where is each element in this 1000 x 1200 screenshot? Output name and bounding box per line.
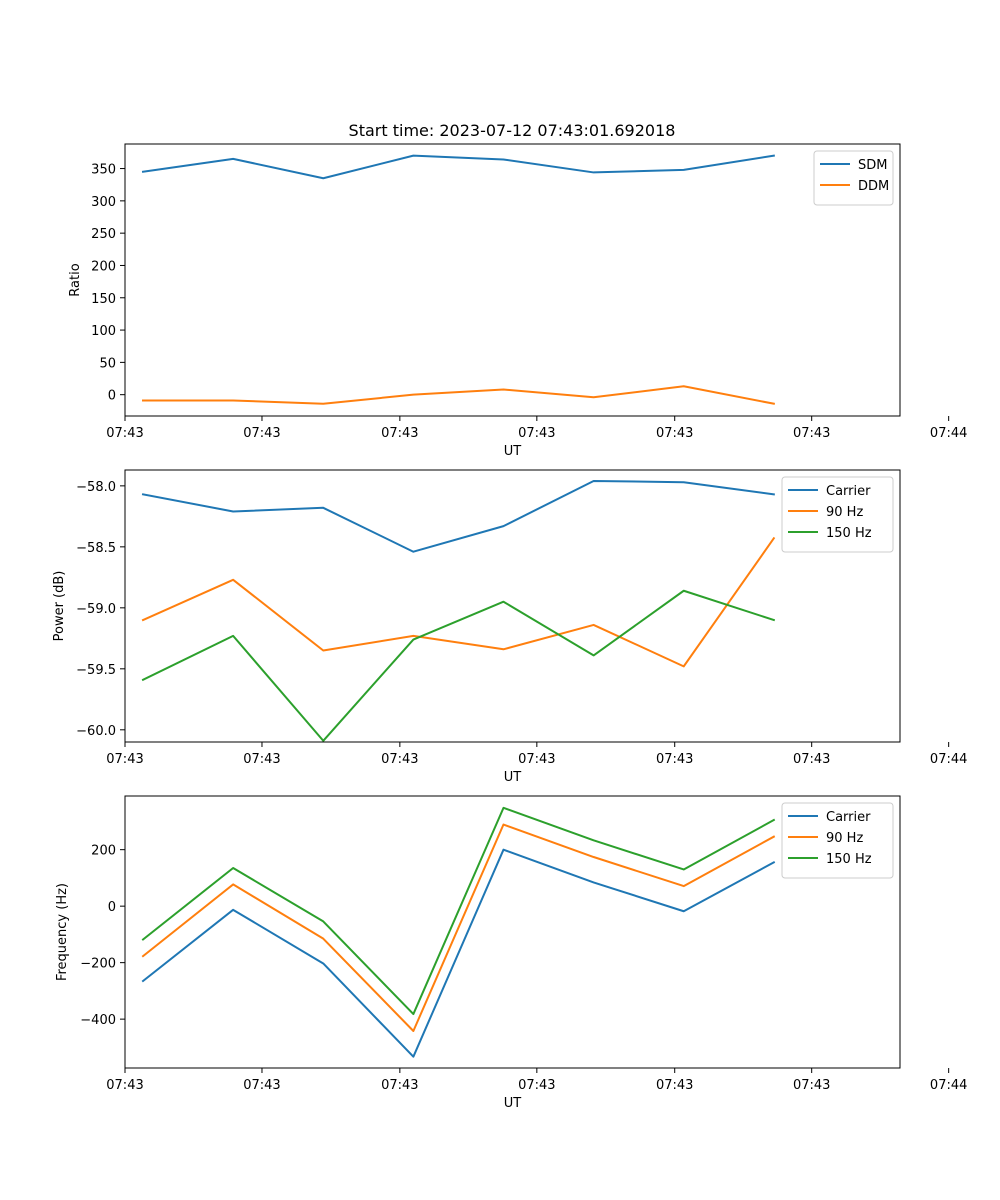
- legend: [781, 802, 894, 879]
- x-tick-label: 07:43: [106, 752, 143, 767]
- series-line-150-hz: [141, 589, 776, 742]
- series-line-carrier: [141, 479, 775, 553]
- x-axis-label: UT: [504, 770, 522, 785]
- x-tick-label: 07:43: [656, 752, 693, 767]
- x-tick-label: 07:44: [930, 752, 967, 767]
- series-line-90-hz: [141, 536, 776, 668]
- y-tick-label: −59.5: [76, 663, 116, 678]
- x-tick-label: 07:43: [793, 1078, 830, 1093]
- power-chart: 07:43 07:43 07:43 07:43 07:43 07:43 07:44 −60.0…: [52, 469, 967, 785]
- figure-title: Start time: 2023-07-12 07:43:01.692018: [349, 121, 676, 140]
- y-axis-label: Ratio: [68, 263, 83, 296]
- y-tick-label: −200: [80, 957, 116, 972]
- legend-label-90-hz: 90 Hz: [826, 831, 863, 846]
- legend-label-ddm: DDM: [858, 179, 889, 194]
- y-axis-label: Power (dB): [52, 571, 67, 642]
- series-line-carrier: [141, 848, 776, 1058]
- y-tick-label: 0: [108, 389, 116, 404]
- ratio-chart: 07:43 07:43 07:43 07:43 07:43 07:43 07:44 0 50 10…: [68, 143, 967, 459]
- x-tick-label: 07:43: [793, 752, 830, 767]
- series-line-sdm: [141, 154, 775, 180]
- y-tick-label: 350: [91, 163, 116, 178]
- y-tick-label: 100: [91, 324, 116, 339]
- legend-label-150-hz: 150 Hz: [826, 526, 872, 541]
- x-tick-label: 07:43: [243, 1078, 280, 1093]
- x-tick-label: 07:43: [106, 426, 143, 441]
- series-line-90-hz: [141, 823, 776, 1032]
- series-line-150-hz: [141, 806, 776, 1016]
- y-tick-label: −58.5: [76, 541, 116, 556]
- legend-label-90-hz: 90 Hz: [826, 505, 863, 520]
- legend-label-sdm: SDM: [858, 158, 887, 173]
- y-axis-label: Frequency (Hz): [55, 883, 70, 981]
- x-tick-label: 07:44: [930, 426, 967, 441]
- x-tick-label: 07:43: [518, 752, 555, 767]
- plot-frame: [124, 469, 901, 743]
- x-tick-label: 07:43: [381, 752, 418, 767]
- x-axis-label: UT: [504, 1096, 522, 1111]
- x-tick-label: 07:43: [656, 426, 693, 441]
- x-axis-label: UT: [504, 444, 522, 459]
- x-tick-label: 07:43: [518, 426, 555, 441]
- legend-label-carrier: Carrier: [826, 484, 871, 499]
- x-tick-label: 07:43: [656, 1078, 693, 1093]
- x-tick-label: 07:43: [243, 752, 280, 767]
- x-tick-label: 07:43: [106, 1078, 143, 1093]
- y-tick-label: 300: [91, 195, 116, 210]
- x-tick-label: 07:43: [518, 1078, 555, 1093]
- x-tick-label: 07:43: [793, 426, 830, 441]
- plot-frame: [124, 795, 901, 1069]
- frequency-chart: 07:43 07:43 07:43 07:43 07:43 07:43 07:44 −400 −…: [55, 795, 967, 1111]
- legend-label-carrier: Carrier: [826, 810, 871, 825]
- x-tick-label: 07:43: [243, 426, 280, 441]
- y-tick-label: −59.0: [76, 602, 116, 617]
- y-tick-label: −58.0: [76, 480, 116, 495]
- series-line-ddm: [142, 385, 776, 405]
- y-tick-label: 200: [91, 844, 116, 859]
- plot-frame: [124, 143, 901, 417]
- y-tick-label: 150: [91, 292, 116, 307]
- y-tick-label: −60.0: [76, 724, 116, 739]
- x-tick-label: 07:44: [930, 1078, 967, 1093]
- x-tick-label: 07:43: [381, 426, 418, 441]
- y-tick-label: 50: [99, 356, 116, 371]
- y-tick-label: −400: [80, 1013, 116, 1028]
- y-tick-label: 200: [91, 259, 116, 274]
- y-tick-label: 250: [91, 227, 116, 242]
- y-tick-label: 0: [108, 900, 116, 915]
- legend: [781, 476, 894, 553]
- legend-label-150-hz: 150 Hz: [826, 852, 872, 867]
- x-tick-label: 07:43: [381, 1078, 418, 1093]
